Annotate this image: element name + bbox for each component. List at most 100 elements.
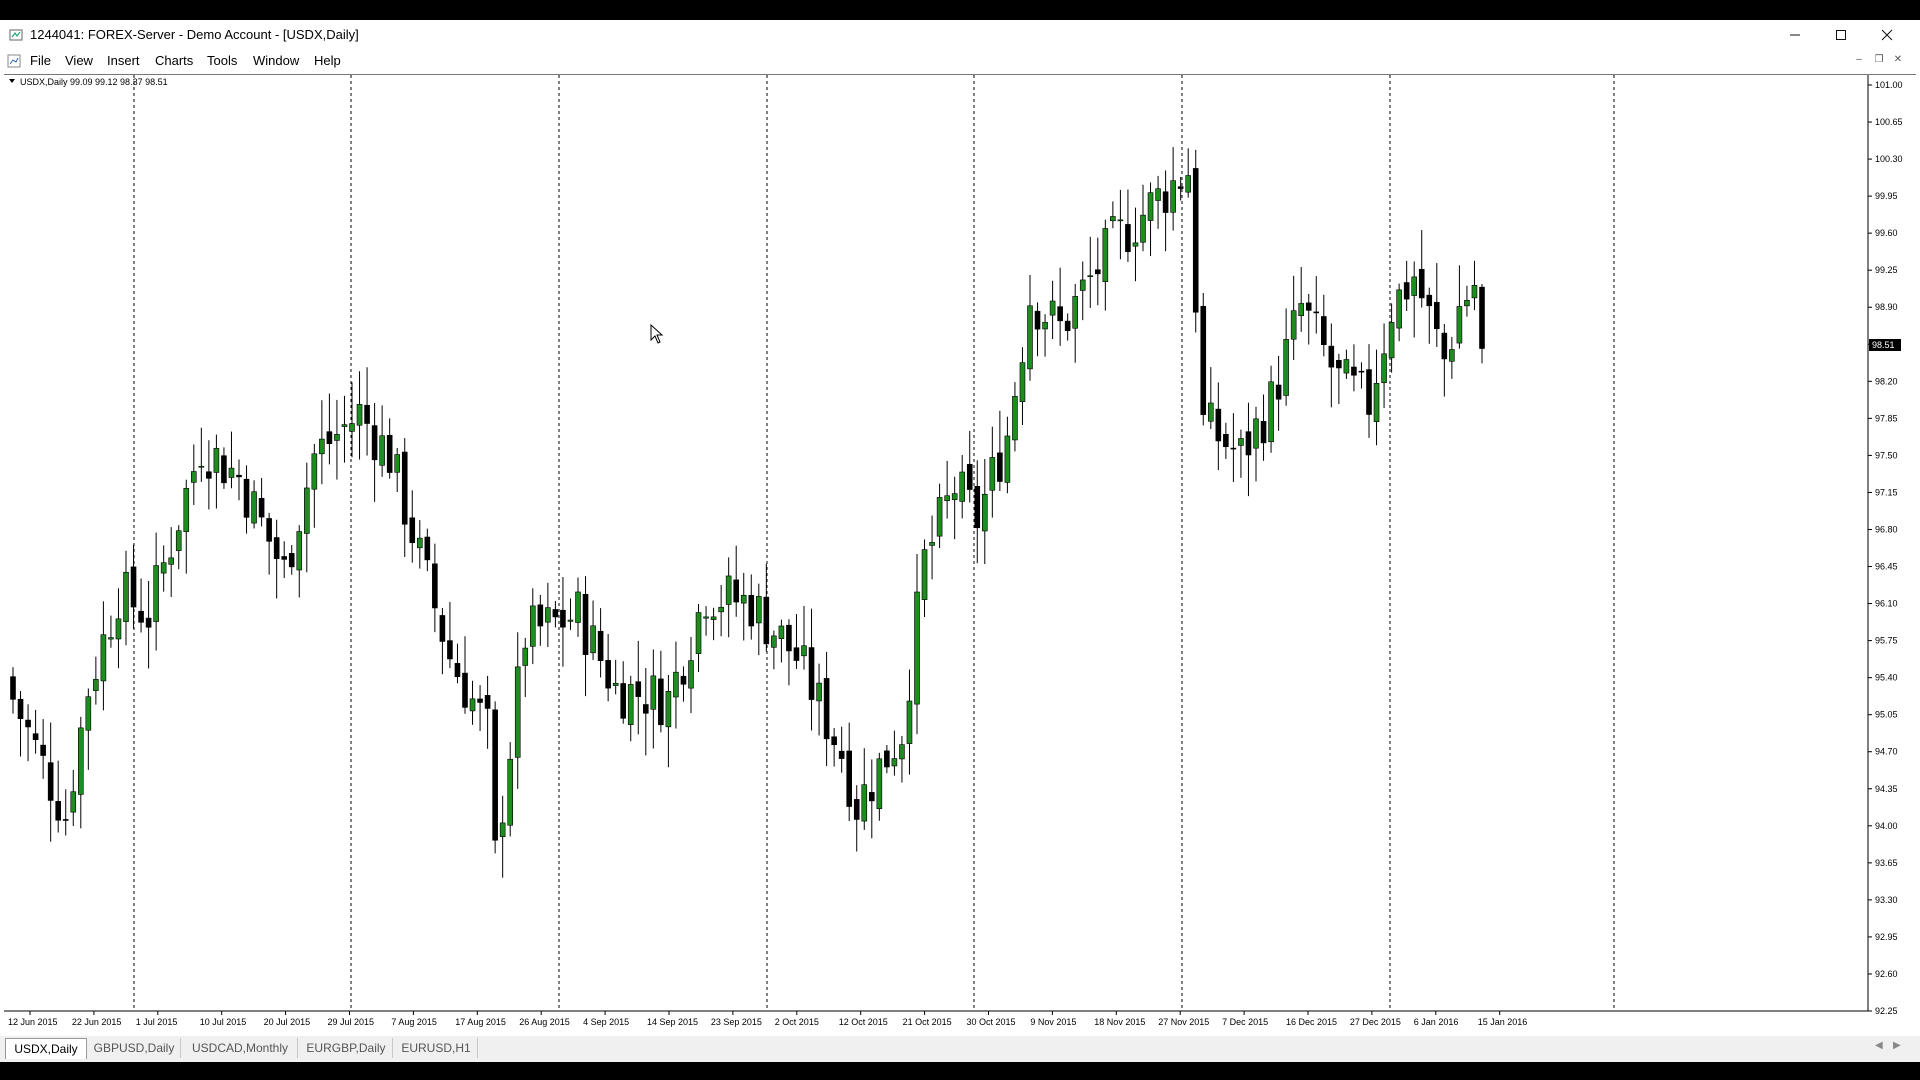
minimize-button[interactable] (1772, 20, 1818, 50)
candle-body (1268, 381, 1274, 443)
tab-usdcad-monthly[interactable]: USDCAD,Monthly (183, 1038, 298, 1058)
candle-body (1298, 303, 1304, 317)
candle-body (296, 531, 303, 571)
candle-body (1321, 316, 1327, 345)
maximize-button[interactable] (1818, 20, 1864, 50)
candle-body (680, 675, 687, 685)
candle-body (642, 704, 649, 714)
candle-body (477, 698, 483, 703)
candle-body (1253, 418, 1259, 449)
tab-gbpusd-daily[interactable]: GBPUSD,Daily (88, 1038, 181, 1058)
candle-body (936, 497, 943, 537)
x-tick-label: 7 Aug 2015 (391, 1017, 437, 1027)
menu-file[interactable]: File (30, 53, 51, 68)
candle-body (771, 635, 777, 648)
x-tick-label: 20 Jul 2015 (264, 1017, 311, 1027)
title-bar[interactable]: 1244041: FOREX-Server - Demo Account - [… (0, 20, 1920, 50)
candle-body (213, 448, 220, 473)
candle-body (695, 612, 702, 654)
candle-body (409, 517, 416, 544)
terminal-window: 1244041: FOREX-Server - Demo Account - [… (0, 20, 1920, 1062)
menu-tools[interactable]: Tools (207, 53, 238, 68)
candle-body (575, 591, 581, 623)
menu-window[interactable]: Window (253, 53, 300, 68)
collapse-triangle-icon[interactable] (9, 79, 15, 83)
x-tick-label: 1 Jul 2015 (136, 1017, 178, 1027)
candle-body (1441, 332, 1448, 360)
candle-body (778, 625, 785, 640)
candle-body (1418, 268, 1425, 299)
price-chart[interactable]: 101.00 100.65 100.30 99.95 99.60 99.25 98.90 98… (4, 74, 1916, 1035)
x-tick-label: 21 Oct 2015 (903, 1017, 952, 1027)
candle-body (371, 425, 378, 461)
y-tick-label: 96.80 (1875, 524, 1898, 534)
candle-body (1125, 224, 1131, 252)
close-button[interactable] (1864, 20, 1910, 50)
x-tick-label: 2 Oct 2015 (775, 1017, 819, 1027)
y-tick-label: 97.50 (1875, 450, 1898, 460)
scroll-right-icon[interactable]: ▶ (1893, 1040, 1901, 1051)
candle-body (1260, 421, 1267, 444)
x-tick-label: 18 Nov 2015 (1094, 1017, 1145, 1027)
menu-charts[interactable]: Charts (155, 53, 194, 68)
candle-body (1434, 301, 1440, 330)
menu-view[interactable]: View (65, 53, 93, 68)
candle-body (1366, 369, 1372, 415)
candle-body (123, 571, 129, 622)
candle-body (266, 518, 272, 542)
x-tick-label: 10 Jul 2015 (200, 1017, 247, 1027)
y-tick-label: 95.75 (1875, 636, 1898, 646)
x-tick-label: 17 Aug 2015 (455, 1017, 506, 1027)
candle-body (914, 591, 920, 705)
candle-body (349, 423, 355, 432)
x-tick-label: 22 Jun 2015 (72, 1017, 122, 1027)
candlestick-chart[interactable]: 101.00 100.65 100.30 99.95 99.60 99.25 98.90 98… (4, 75, 1916, 1035)
candle-body (597, 630, 604, 662)
candle-body (1034, 310, 1041, 330)
candle-body (25, 719, 31, 728)
candle-body (334, 434, 340, 441)
scroll-left-icon[interactable]: ◀ (1875, 1040, 1883, 1051)
candle-body (484, 695, 491, 709)
candle-body (763, 596, 770, 645)
candle-body (1012, 396, 1018, 441)
tab-usdx-daily[interactable]: USDX,Daily (5, 1038, 87, 1059)
menu-insert[interactable]: Insert (107, 53, 140, 68)
x-tick-label: 27 Nov 2015 (1158, 1017, 1209, 1027)
candle-body (1456, 306, 1463, 344)
candle-body (191, 471, 197, 483)
mdi-close-icon[interactable]: ✕ (1893, 54, 1903, 65)
x-tick-label: 23 Sep 2015 (711, 1017, 762, 1027)
candle-body (1351, 366, 1357, 376)
menu-help[interactable]: Help (314, 53, 341, 68)
candle-body (1358, 370, 1365, 373)
candle-body (288, 553, 295, 568)
candle-body (183, 487, 190, 532)
candle-body (733, 579, 740, 603)
candle-body (40, 744, 46, 756)
mdi-restore-icon[interactable]: ❐ (1874, 54, 1884, 65)
candle-body (1072, 296, 1078, 329)
candle-body (997, 452, 1003, 482)
candle-body (1004, 435, 1011, 483)
maximize-icon (1836, 30, 1846, 40)
mdi-minimize-icon[interactable]: – (1856, 54, 1862, 65)
candle-body (100, 634, 107, 682)
candle-body (1117, 219, 1124, 222)
x-tick-label: 6 Jan 2016 (1414, 1017, 1459, 1027)
candle-body (130, 566, 137, 608)
candle-body (868, 792, 875, 802)
x-tick-label: 26 Aug 2015 (519, 1017, 570, 1027)
tab-eurgbp-daily[interactable]: EURGBP,Daily (300, 1038, 393, 1058)
candle-body (1027, 305, 1033, 370)
candle-body (876, 758, 883, 809)
chart-window-icon[interactable] (6, 53, 22, 69)
candle-body (1049, 300, 1056, 316)
mouse-cursor-icon (650, 323, 664, 344)
tab-eurusd-h1[interactable]: EURUSD,H1 (395, 1038, 478, 1058)
x-tick-label: 29 Jul 2015 (328, 1017, 375, 1027)
candle-body (62, 819, 69, 821)
candle-body (206, 471, 212, 479)
minimize-icon (1790, 34, 1800, 36)
candle-body (582, 594, 589, 655)
